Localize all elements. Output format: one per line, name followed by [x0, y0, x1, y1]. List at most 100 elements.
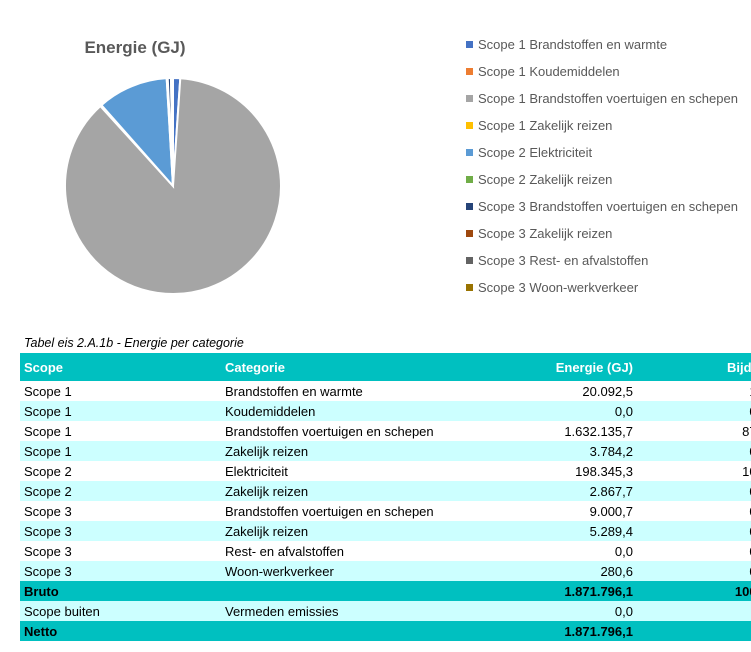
cell-energie: 9.000,7: [489, 501, 637, 521]
cell-energie: 0,0: [489, 541, 637, 561]
legend-swatch: [466, 257, 473, 264]
table-header-row: Scope Categorie Energie (GJ) Bijdrage: [20, 353, 751, 381]
cell-bijdrage: 0,0%: [637, 561, 751, 581]
netto-row: Netto 1.871.796,1: [20, 621, 751, 641]
cell-categorie: Brandstoffen en warmte: [221, 381, 489, 401]
legend-swatch: [466, 41, 473, 48]
cell-bijdrage: 0,0%: [637, 401, 751, 421]
legend-item: Scope 2 Zakelijk reizen: [466, 166, 751, 193]
legend-swatch: [466, 176, 473, 183]
pie-plot: [64, 76, 282, 295]
cell-categorie: Brandstoffen voertuigen en schepen: [221, 421, 489, 441]
legend-swatch: [466, 284, 473, 291]
cell-scope: Scope buiten: [20, 601, 221, 621]
pie-slice: [100, 77, 175, 189]
cell-energie: 0,0: [489, 601, 637, 621]
cell-categorie: Woon-werkverkeer: [221, 561, 489, 581]
cell-scope: Scope 2: [20, 481, 221, 501]
legend-label: Scope 1 Zakelijk reizen: [478, 118, 613, 133]
cell-bijdrage: 0,2%: [637, 441, 751, 461]
cell-bijdrage: 0,2%: [637, 481, 751, 501]
legend-label: Scope 2 Zakelijk reizen: [478, 172, 613, 187]
cell-energie: 198.345,3: [489, 461, 637, 481]
legend-label: Scope 2 Elektriciteit: [478, 145, 593, 160]
table-row: Scope 1 Brandstoffen voertuigen en schepe…: [20, 421, 751, 441]
legend-label: Scope 1 Brandstoffen voertuigen en schep…: [478, 91, 738, 106]
cell-energie: 2.867,7: [489, 481, 637, 501]
cell-energie: 280,6: [489, 561, 637, 581]
cell-scope: Scope 3: [20, 541, 221, 561]
cell-bijdrage: [637, 621, 751, 641]
legend-label: Scope 1 Brandstoffen en warmte: [478, 37, 668, 52]
legend-label: Scope 1 Koudemiddelen: [478, 64, 620, 79]
chart-legend: Scope 1 Brandstoffen en warmte Scope 1 Ko…: [466, 31, 751, 301]
legend-item: Scope 1 Zakelijk reizen: [466, 112, 751, 139]
bruto-row: Bruto 1.871.796,1100,0%: [20, 581, 751, 601]
legend-swatch: [466, 95, 473, 102]
cell-energie: 0,0: [489, 401, 637, 421]
cell-categorie: Rest- en afvalstoffen: [221, 541, 489, 561]
cell-bijdrage: 0,0%: [637, 541, 751, 561]
cell-categorie: Zakelijk reizen: [221, 521, 489, 541]
energy-table: Scope Categorie Energie (GJ) Bijdrage Sc…: [20, 353, 751, 641]
cell-scope: Scope 1: [20, 401, 221, 421]
pie-chart: Energie (GJ) Scope 1 Brandstoffen en war…: [0, 0, 751, 320]
cell-categorie: Brandstoffen voertuigen en schepen: [221, 501, 489, 521]
cell-categorie: Zakelijk reizen: [221, 481, 489, 501]
cell-scope: Scope 1: [20, 381, 221, 401]
cell-categorie: Koudemiddelen: [221, 401, 489, 421]
cell-scope: Scope 3: [20, 561, 221, 581]
cell-categorie: [221, 621, 489, 641]
legend-item: Scope 3 Rest- en afvalstoffen: [466, 247, 751, 274]
legend-item: Scope 2 Elektriciteit: [466, 139, 751, 166]
header-bijdrage: Bijdrage: [637, 353, 751, 381]
cell-bijdrage: [637, 601, 751, 621]
cell-bijdrage: 87,2%: [637, 421, 751, 441]
cell-scope: Netto: [20, 621, 221, 641]
cell-energie: 1.871.796,1: [489, 581, 637, 601]
cell-categorie: [221, 581, 489, 601]
cell-energie: 1.871.796,1: [489, 621, 637, 641]
table-row: Scope 3 Brandstoffen voertuigen en schepe…: [20, 501, 751, 521]
table-caption: Tabel eis 2.A.1b - Energie per categorie: [24, 336, 244, 350]
legend-item: Scope 1 Koudemiddelen: [466, 58, 751, 85]
cell-energie: 5.289,4: [489, 521, 637, 541]
cell-bijdrage: 0,3%: [637, 521, 751, 541]
cell-categorie: Zakelijk reizen: [221, 441, 489, 461]
legend-item: Scope 3 Brandstoffen voertuigen en schep…: [466, 193, 751, 220]
legend-swatch: [466, 203, 473, 210]
legend-swatch: [466, 230, 473, 237]
header-energie: Energie (GJ): [489, 353, 637, 381]
header-categorie: Categorie: [221, 353, 489, 381]
cell-scope: Scope 1: [20, 441, 221, 461]
chart-title: Energie (GJ): [84, 38, 186, 57]
cell-bijdrage: 1,1%: [637, 381, 751, 401]
cell-bijdrage: 10,6%: [637, 461, 751, 481]
cell-scope: Scope 2: [20, 461, 221, 481]
legend-label: Scope 3 Rest- en afvalstoffen: [478, 253, 649, 268]
scope-buiten-row: Scope buiten Vermeden emissies 0,0: [20, 601, 751, 621]
cell-energie: 20.092,5: [489, 381, 637, 401]
legend-swatch: [466, 68, 473, 75]
cell-bijdrage: 100,0%: [637, 581, 751, 601]
cell-scope: Scope 1: [20, 421, 221, 441]
cell-energie: 3.784,2: [489, 441, 637, 461]
legend-swatch: [466, 122, 473, 129]
legend-label: Scope 3 Brandstoffen voertuigen en schep…: [478, 199, 738, 214]
legend-label: Scope 3 Woon-werkverkeer: [478, 280, 639, 295]
cell-bijdrage: 0,5%: [637, 501, 751, 521]
cell-categorie: Vermeden emissies: [221, 601, 489, 621]
legend-item: Scope 3 Zakelijk reizen: [466, 220, 751, 247]
cell-scope: Scope 3: [20, 521, 221, 541]
legend-label: Scope 3 Zakelijk reizen: [478, 226, 613, 241]
header-scope: Scope: [20, 353, 221, 381]
legend-item: Scope 3 Woon-werkverkeer: [466, 274, 751, 301]
